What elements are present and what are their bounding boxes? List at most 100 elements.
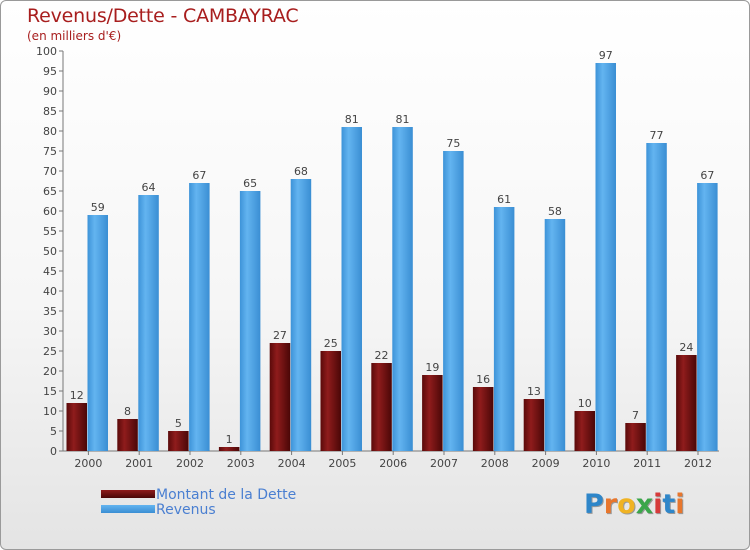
data-label-dette: 19 xyxy=(425,361,439,374)
bar-dette xyxy=(676,355,697,451)
bar-revenus xyxy=(392,127,413,451)
x-tick-label: 2001 xyxy=(125,457,153,470)
y-tick-label: 5 xyxy=(50,425,57,438)
data-label-dette: 25 xyxy=(324,337,338,350)
bar-dette xyxy=(625,423,646,451)
y-tick-label: 55 xyxy=(43,225,57,238)
bar-dette xyxy=(320,351,341,451)
x-tick-label: 2004 xyxy=(278,457,306,470)
logo-letter: P xyxy=(584,489,604,520)
bar-revenus xyxy=(290,179,312,451)
y-tick-label: 95 xyxy=(43,65,57,78)
x-tick-label: 2009 xyxy=(532,457,560,470)
data-label-revenus: 65 xyxy=(243,177,257,190)
x-tick-label: 2000 xyxy=(74,457,102,470)
y-tick-label: 100 xyxy=(36,45,57,58)
data-label-revenus: 67 xyxy=(192,169,206,182)
y-tick-label: 75 xyxy=(43,145,57,158)
logo-letter: t xyxy=(662,489,676,520)
logo-letter: o xyxy=(617,489,636,520)
bar-revenus xyxy=(544,219,566,451)
x-tick-label: 2006 xyxy=(379,457,407,470)
y-tick-label: 90 xyxy=(43,85,57,98)
data-label-dette: 5 xyxy=(175,417,182,430)
data-label-dette: 27 xyxy=(273,329,287,342)
data-label-revenus: 97 xyxy=(599,49,613,62)
bar-revenus xyxy=(239,191,261,451)
legend-swatch-dette xyxy=(101,490,155,498)
data-label-dette: 1 xyxy=(226,433,233,446)
x-tick-label: 2008 xyxy=(481,457,509,470)
data-label-dette: 8 xyxy=(124,405,131,418)
y-tick-label: 0 xyxy=(50,445,57,458)
bar-revenus xyxy=(697,183,718,451)
y-tick-label: 60 xyxy=(43,205,57,218)
y-tick-label: 80 xyxy=(43,125,57,138)
bar-revenus xyxy=(341,127,362,451)
data-label-revenus: 67 xyxy=(700,169,714,182)
y-tick-label: 50 xyxy=(43,245,57,258)
bar-revenus xyxy=(443,151,464,451)
data-label-dette: 16 xyxy=(476,373,490,386)
y-tick-label: 25 xyxy=(43,345,57,358)
bar-dette xyxy=(117,419,138,451)
x-tick-label: 2010 xyxy=(582,457,610,470)
legend-label-dette: Montant de la Dette xyxy=(156,487,297,503)
bar-dette xyxy=(218,447,240,451)
data-label-dette: 10 xyxy=(578,397,592,410)
data-label-dette: 24 xyxy=(679,341,693,354)
proxiti-logo: Proxiti xyxy=(584,489,685,520)
legend-swatch-revenus xyxy=(101,505,155,513)
bar-revenus xyxy=(189,183,210,451)
x-tick-label: 2012 xyxy=(684,457,712,470)
x-tick-label: 2002 xyxy=(176,457,204,470)
logo-letter: r xyxy=(603,489,618,520)
data-label-revenus: 81 xyxy=(345,113,359,126)
bar-dette xyxy=(574,411,595,451)
bar-dette xyxy=(523,399,545,451)
data-label-revenus: 61 xyxy=(497,193,511,206)
logo-letter: i xyxy=(653,489,663,520)
chart-subtitle: (en milliers d'€) xyxy=(27,29,122,43)
y-tick-label: 15 xyxy=(43,385,57,398)
data-labels: 12 59 8 64 5 67 1 65 27 68 25 81 22 81 19 75 16 61 13 58 10 9… xyxy=(70,49,715,446)
data-label-revenus: 68 xyxy=(294,165,308,178)
y-tick-label: 85 xyxy=(43,105,57,118)
logo-letter: x xyxy=(635,489,654,520)
bar-revenus xyxy=(138,195,159,451)
bar-revenus xyxy=(493,207,515,451)
y-tick-label: 30 xyxy=(43,325,57,338)
bar-dette xyxy=(269,343,291,451)
x-tick-label: 2003 xyxy=(227,457,255,470)
y-tick-label: 20 xyxy=(43,365,57,378)
bar-dette xyxy=(472,387,494,451)
x-tick-label: 2007 xyxy=(430,457,458,470)
data-label-revenus: 77 xyxy=(650,129,664,142)
bar-dette xyxy=(422,375,443,451)
data-label-dette: 13 xyxy=(527,385,541,398)
y-tick-label: 35 xyxy=(43,305,57,318)
data-label-revenus: 81 xyxy=(396,113,410,126)
chart-title: Revenus/Dette - CAMBAYRAC xyxy=(27,5,299,27)
y-tick-label: 10 xyxy=(43,405,57,418)
y-tick-label: 45 xyxy=(43,265,57,278)
bar-revenus xyxy=(595,63,616,451)
data-label-dette: 12 xyxy=(70,389,84,402)
y-tick-label: 40 xyxy=(43,285,57,298)
data-label-dette: 7 xyxy=(632,409,639,422)
bars xyxy=(66,63,718,451)
x-tick-label: 2011 xyxy=(633,457,661,470)
bar-revenus xyxy=(646,143,667,451)
x-tick-label: 2005 xyxy=(328,457,356,470)
legend-label-revenus: Revenus xyxy=(156,502,216,518)
bar-dette xyxy=(168,431,189,451)
data-label-revenus: 58 xyxy=(548,205,562,218)
logo-letter: i xyxy=(675,489,685,520)
data-label-dette: 22 xyxy=(375,349,389,362)
y-tick-label: 65 xyxy=(43,185,57,198)
data-label-revenus: 64 xyxy=(142,181,156,194)
bar-revenus xyxy=(87,215,108,451)
bar-dette xyxy=(66,403,87,451)
